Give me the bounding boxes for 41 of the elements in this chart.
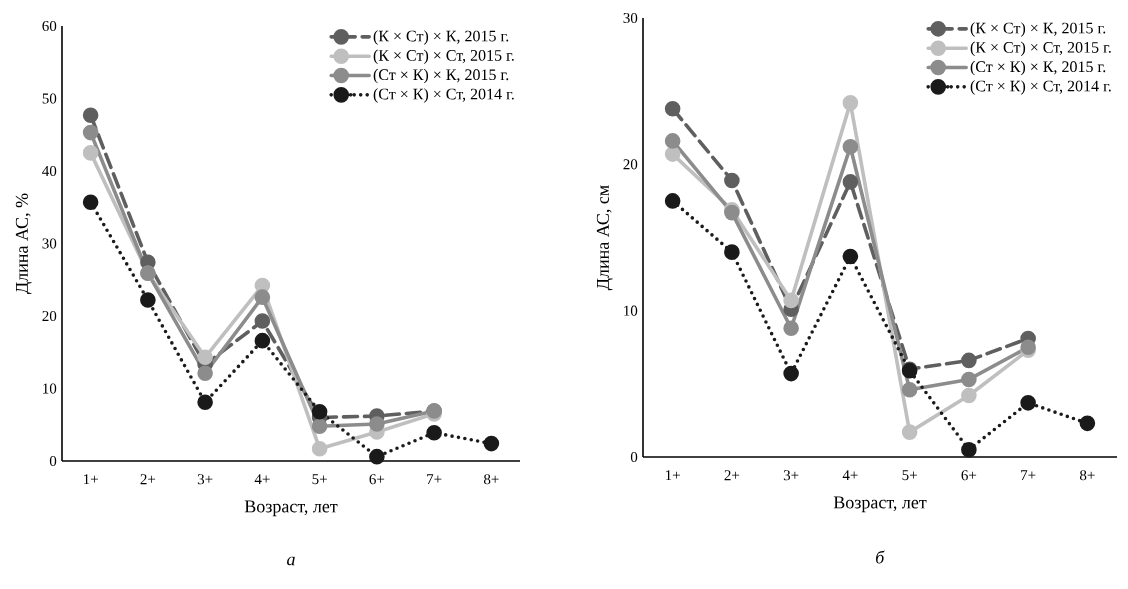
legend-label: (К × Ст) × Ст, 2015 г. [970,41,1111,57]
y-tick-label: 20 [42,310,57,322]
y-tick-label: 30 [42,238,57,249]
y-tick-label: 60 [42,20,57,32]
legend-label: (К × Ст) × Ст, 2015 г. [373,49,514,65]
y-tick-label: 0 [630,451,638,463]
legend-label: (Ст × К) × К, 2015 г. [373,68,509,84]
y-tick-label: 20 [623,159,638,170]
x-tick-label: 3+ [783,470,799,481]
x-tick-label: 2+ [724,470,740,481]
legend-label: (К × Ст) × К, 2015 г. [373,30,509,45]
y-tick-label: 10 [624,305,638,316]
text: а [287,556,295,566]
x-tick-label: 4+ [842,470,858,481]
y-tick-label: 30 [623,12,638,24]
legend-label: (Ст × К) × Ст, 2014 г. [970,80,1111,95]
x-axis-title: Возраст, лет [833,496,927,513]
y-tick-label: 0 [49,455,57,467]
y-tick-label: 10 [43,383,57,394]
legend-label: (Ст × К) × К, 2015 г. [970,60,1106,76]
x-tick-label: 7+ [1021,470,1036,481]
y-tick-label: 40 [42,165,57,177]
legend-label: (К × Ст) × К, 2015 г. [970,22,1106,37]
y-tick-label: 50 [42,93,57,104]
x-tick-label: 1+ [83,474,98,485]
x-tick-label: 6+ [369,474,385,485]
x-tick-label: 1+ [665,470,680,481]
x-tick-label: 5+ [312,474,327,485]
x-tick-label: 4+ [254,474,270,485]
text: б [876,550,885,564]
legend-label: (Ст × К) × Ст, 2014 г. [373,88,514,103]
x-tick-label: 8+ [1079,470,1095,481]
x-axis-title: Возраст, лет [244,500,338,517]
y-axis-title: Длина АС, % [15,193,32,294]
y-axis-title: Длина АС, см [596,185,613,291]
x-tick-label: 6+ [961,470,977,481]
x-tick-label: 3+ [197,474,213,485]
x-tick-label: 2+ [140,474,156,485]
x-tick-label: 8+ [483,474,499,485]
x-tick-label: 5+ [902,470,917,481]
x-tick-label: 7+ [427,474,442,485]
